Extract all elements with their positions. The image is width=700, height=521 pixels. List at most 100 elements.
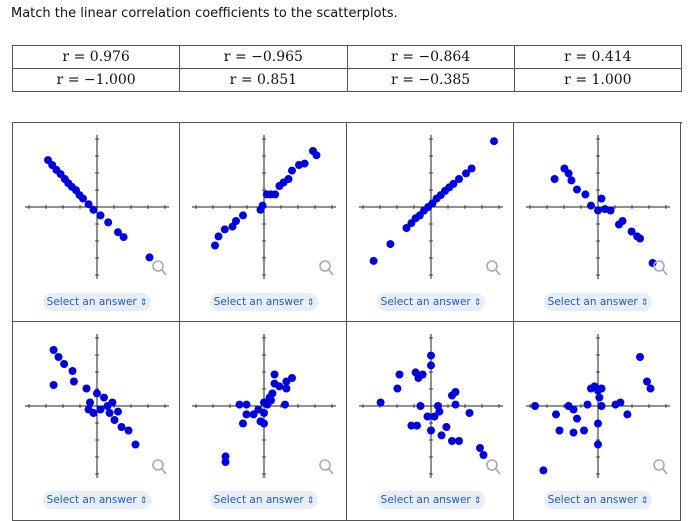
data-point [555, 426, 564, 435]
data-point [275, 382, 284, 391]
data-point [260, 409, 268, 417]
data-point [583, 400, 592, 409]
data-point [462, 169, 470, 178]
scatterplot-5: Select an answer ⇕ [13, 322, 180, 521]
data-point [96, 405, 105, 414]
data-point [242, 410, 251, 419]
zoom-icon[interactable] [319, 260, 334, 276]
data-point [258, 201, 267, 210]
zoom-icon[interactable] [653, 260, 668, 276]
chevron-updown-icon: ⇕ [306, 298, 315, 308]
zoom-icon-handle [662, 468, 668, 475]
coefficients-row-1: r = 0.976 r = −0.965 r = −0.864 r = 0.41… [11, 45, 683, 69]
data-point [569, 405, 578, 414]
zoom-icon-handle [662, 269, 668, 276]
data-point [416, 402, 425, 410]
coefficient-cell: r = −0.385 [346, 68, 515, 92]
data-point [86, 398, 94, 407]
data-point [597, 194, 606, 203]
zoom-icon[interactable] [152, 459, 167, 475]
answer-select-label: Select an answer [380, 296, 471, 308]
data-point [451, 400, 460, 409]
data-point [104, 218, 113, 227]
zoom-icon-lens [486, 459, 498, 471]
data-point [581, 190, 590, 199]
question-prompt: Match the linear correlation coefficient… [11, 6, 398, 21]
data-point [221, 458, 230, 466]
data-point [430, 412, 439, 421]
data-point [587, 201, 595, 210]
scatterplot-canvas [25, 135, 169, 279]
answer-select[interactable]: Select an answer ⇕ [377, 491, 485, 509]
data-point [84, 200, 93, 209]
data-point [82, 384, 91, 393]
data-point [268, 389, 277, 398]
answer-select[interactable]: Select an answer ⇕ [43, 293, 151, 311]
data-point [476, 444, 484, 452]
data-point [93, 389, 101, 398]
zoom-icon[interactable] [486, 260, 501, 276]
answer-select[interactable]: Select an answer ⇕ [544, 293, 652, 311]
data-point [89, 205, 98, 214]
data-point [281, 400, 289, 409]
chevron-updown-icon: ⇕ [473, 496, 482, 506]
coefficient-cell: r = 0.851 [179, 68, 348, 92]
answer-select[interactable]: Select an answer ⇕ [377, 293, 485, 311]
zoom-icon[interactable] [152, 260, 167, 276]
scatterplot-1: Select an answer ⇕ [13, 123, 180, 322]
data-point [531, 402, 539, 410]
zoom-icon[interactable] [486, 459, 501, 475]
data-point [597, 384, 606, 393]
zoom-icon-lens [486, 260, 498, 272]
scatterplot-3: Select an answer ⇕ [347, 123, 514, 322]
data-point [618, 217, 627, 225]
data-point [54, 353, 63, 361]
coefficient-cell: r = 1.000 [513, 68, 683, 92]
data-point [597, 402, 606, 410]
zoom-icon-handle [161, 468, 167, 475]
data-point [455, 437, 463, 445]
answer-select[interactable]: Select an answer ⇕ [210, 293, 318, 311]
scatterplot-canvas [526, 334, 670, 478]
coefficient-cell: r = −1.000 [11, 68, 181, 92]
zoom-icon-handle [328, 468, 334, 475]
answer-select[interactable]: Select an answer ⇕ [43, 491, 151, 509]
data-point [117, 423, 126, 431]
data-point [567, 176, 576, 185]
data-point [105, 409, 114, 417]
answer-select-label: Select an answer [547, 296, 638, 308]
coefficient-cell: r = −0.864 [346, 45, 515, 69]
answer-select[interactable]: Select an answer ⇕ [210, 491, 318, 509]
scatterplot-8: Select an answer ⇕ [514, 322, 681, 521]
scatterplot-canvas [192, 135, 336, 279]
data-point [68, 367, 77, 375]
scatterplot-6: Select an answer ⇕ [180, 322, 347, 521]
data-point [573, 185, 581, 194]
data-point [232, 217, 240, 225]
data-point [580, 426, 588, 435]
data-point [448, 437, 456, 445]
zoom-icon[interactable] [319, 459, 334, 475]
data-point [376, 398, 385, 407]
answer-select-label: Select an answer [46, 494, 137, 506]
answer-select-label: Select an answer [380, 494, 471, 506]
data-point [386, 240, 395, 249]
data-point [455, 175, 463, 183]
coefficient-cell: r = 0.976 [11, 45, 181, 69]
data-point [89, 409, 98, 417]
scatterplot-7: Select an answer ⇕ [347, 322, 514, 521]
data-point [69, 377, 78, 386]
scatterplot-grid: Select an answer ⇕ Select an answer ⇕ Select… [12, 122, 682, 521]
data-point [239, 211, 247, 220]
answer-select[interactable]: Select an answer ⇕ [544, 491, 652, 509]
data-point [427, 426, 435, 435]
zoom-icon-lens [152, 260, 164, 272]
chevron-updown-icon: ⇕ [473, 298, 482, 308]
data-point [110, 416, 119, 424]
data-point [131, 440, 140, 449]
zoom-icon[interactable] [653, 459, 668, 475]
chevron-updown-icon: ⇕ [139, 298, 148, 308]
data-point [221, 452, 230, 461]
data-point [623, 410, 632, 419]
data-point [393, 384, 402, 393]
